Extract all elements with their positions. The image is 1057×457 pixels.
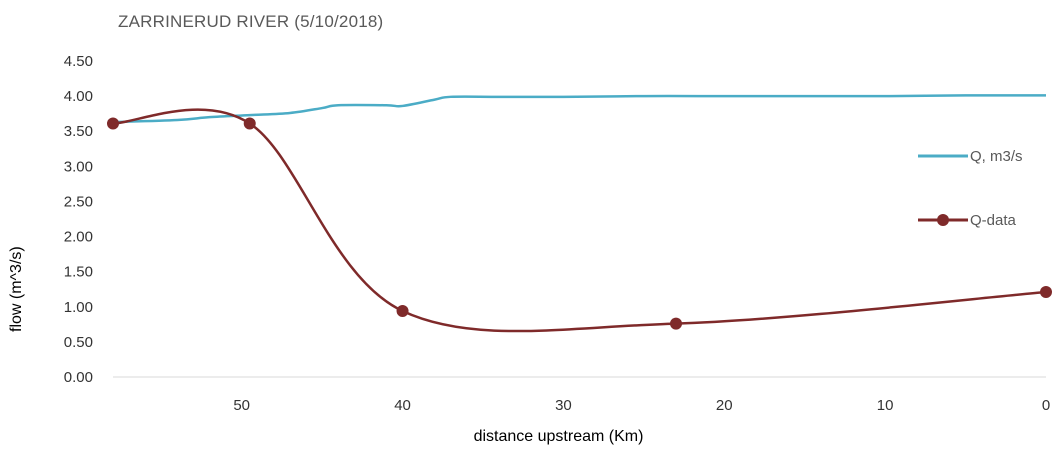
x-tick-label: 30	[555, 397, 572, 414]
y-axis-ticks: 0.00 0.50 1.00 1.50 2.00 2.50 3.00 3.50 4.00 4.50	[64, 53, 93, 386]
y-tick-label: 0.50	[64, 334, 93, 351]
data-point	[1040, 286, 1052, 299]
x-tick-label: 50	[233, 397, 250, 414]
y-tick-label: 1.50	[64, 264, 93, 281]
series-line-q-model	[112, 94, 1047, 124]
y-tick-label: 2.50	[64, 193, 93, 210]
x-tick-label: 40	[394, 397, 411, 414]
series-layer	[107, 94, 1052, 333]
y-tick-label: 1.00	[64, 299, 93, 316]
series-line-q-data	[112, 108, 1047, 333]
data-point	[670, 317, 683, 330]
x-axis-ticks: 50 40 30 20 10 0	[233, 397, 1050, 414]
y-tick-label: 4.50	[64, 53, 93, 70]
y-tick-label: 0.00	[64, 369, 93, 386]
y-tick-label: 3.50	[64, 123, 93, 140]
data-point	[396, 304, 409, 317]
y-tick-label: 3.00	[64, 158, 93, 175]
x-tick-label: 10	[877, 397, 894, 414]
legend-marker	[937, 214, 949, 226]
legend-label: Q, m3/s	[970, 148, 1023, 165]
data-point	[243, 117, 256, 130]
y-axis-label: flow (m^3/s)	[8, 246, 25, 332]
x-tick-label: 0	[1042, 397, 1050, 414]
y-tick-label: 4.00	[64, 88, 93, 105]
data-point	[107, 117, 119, 130]
legend-label: Q-data	[970, 212, 1017, 229]
x-axis-label: distance upstream (Km)	[473, 428, 644, 445]
y-tick-label: 2.00	[64, 229, 93, 246]
x-tick-label: 20	[716, 397, 733, 414]
legend: Q, m3/s Q-data	[918, 148, 1023, 229]
chart-title: ZARRINERUD RIVER (5/10/2018)	[118, 12, 384, 31]
